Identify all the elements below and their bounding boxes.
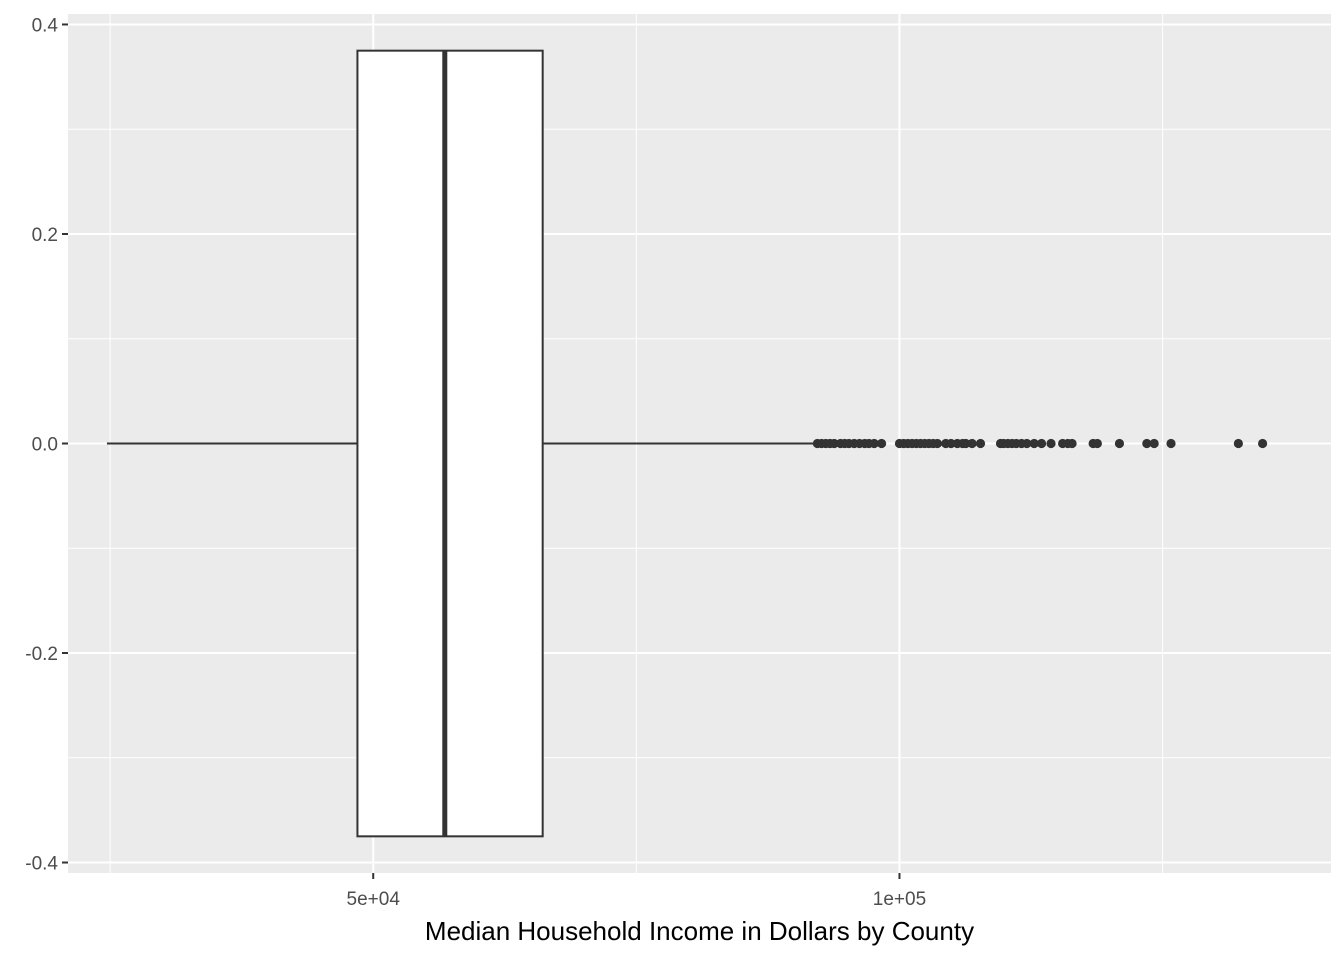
outlier-point bbox=[1142, 438, 1152, 449]
x-axis-title: Median Household Income in Dollars by Co… bbox=[425, 916, 974, 946]
y-tick-label: 0.0 bbox=[32, 435, 58, 456]
y-tick-label: 0.2 bbox=[32, 225, 58, 246]
y-tick-label: 0.4 bbox=[32, 15, 59, 36]
outlier-point bbox=[975, 438, 986, 449]
iqr-box bbox=[356, 49, 544, 838]
outlier-point bbox=[967, 438, 977, 449]
y-tick-label: -0.4 bbox=[25, 854, 58, 875]
outlier-point bbox=[932, 438, 942, 449]
box-group bbox=[106, 49, 817, 838]
outlier-point bbox=[946, 438, 956, 449]
outlier-point bbox=[1114, 438, 1125, 449]
outlier-point bbox=[1233, 438, 1243, 449]
outlier-point bbox=[1149, 438, 1159, 449]
x-tick-label: 5e+04 bbox=[347, 889, 401, 910]
outlier-point bbox=[1029, 438, 1039, 449]
outlier-point bbox=[876, 438, 887, 449]
outlier-point bbox=[1257, 438, 1268, 449]
outlier-point bbox=[961, 438, 971, 449]
outlier-point bbox=[1067, 438, 1077, 449]
x-tick-label: 1e+05 bbox=[873, 889, 926, 910]
y-tick-label: -0.2 bbox=[25, 644, 58, 665]
outlier-point bbox=[1046, 438, 1056, 449]
outlier-point bbox=[829, 438, 839, 449]
outlier-point bbox=[1166, 438, 1176, 449]
outlier-point bbox=[1022, 438, 1032, 449]
axes: 0.4 0.2 0.0 -0.2 -0.4 5e+04 1e+05 bbox=[25, 15, 926, 910]
outliers bbox=[812, 438, 1268, 449]
outlier-point bbox=[1092, 438, 1102, 449]
outlier-point bbox=[869, 438, 879, 449]
outlier-point bbox=[1036, 438, 1047, 449]
